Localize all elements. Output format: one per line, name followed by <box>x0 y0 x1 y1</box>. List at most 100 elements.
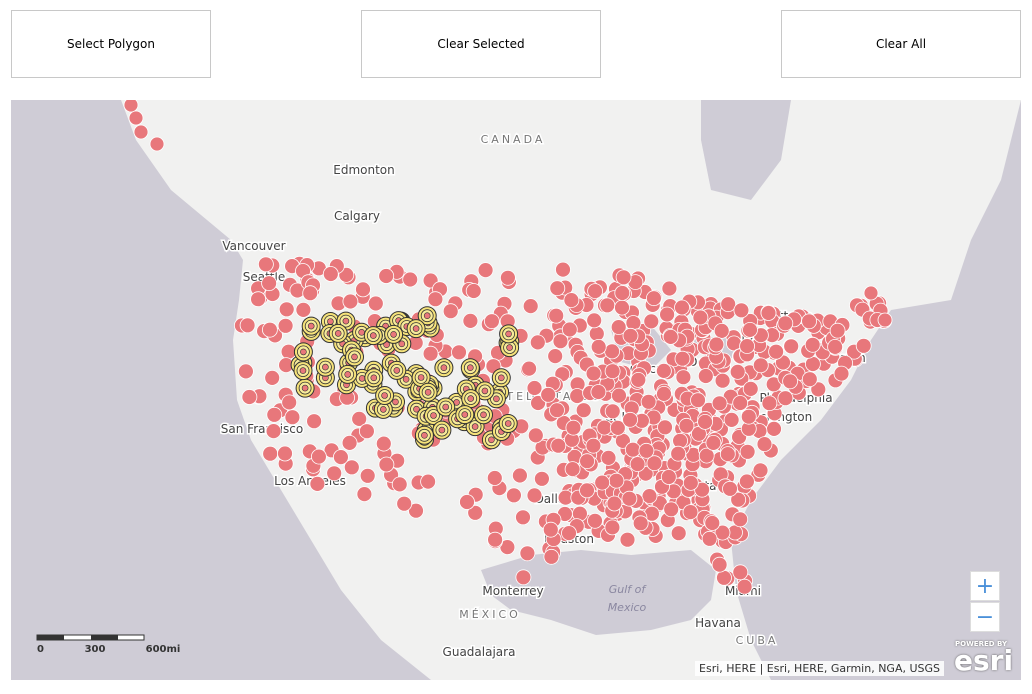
location-point <box>585 365 602 382</box>
location-point <box>640 393 657 410</box>
map[interactable]: CANADA Edmonton Calgary Vancouver Seattle San… <box>11 100 1021 680</box>
location-point <box>701 530 718 547</box>
location-point <box>670 445 687 462</box>
selected-core <box>301 384 309 392</box>
location-point <box>534 470 550 487</box>
location-point <box>451 344 467 361</box>
selected-core <box>370 374 378 382</box>
selected-core <box>506 344 513 351</box>
location-point <box>739 443 756 460</box>
water <box>11 100 1021 680</box>
location-point <box>611 387 627 404</box>
selected-core <box>342 317 350 325</box>
selected-point <box>364 368 384 388</box>
location-point <box>742 380 759 397</box>
location-point <box>621 490 638 507</box>
location-point <box>659 306 675 323</box>
zoom-out[interactable]: − <box>970 602 1000 632</box>
selected-point <box>417 306 437 326</box>
location-point <box>690 392 706 409</box>
location-point <box>408 502 424 519</box>
location-point <box>722 480 738 497</box>
location-point <box>661 280 678 297</box>
location-point <box>588 325 605 342</box>
selected-core <box>390 331 397 338</box>
select-polygon-button[interactable]: Select Polygon <box>11 10 211 78</box>
location-point <box>630 371 647 388</box>
selected-point <box>499 324 519 344</box>
location-point <box>487 531 504 548</box>
clear-selected-button[interactable]: Clear Selected <box>361 10 601 78</box>
location-point <box>604 519 621 536</box>
selected-core <box>504 420 512 427</box>
place-label: Havana <box>695 616 741 630</box>
location-point <box>522 298 539 315</box>
location-point <box>261 275 278 292</box>
location-point <box>705 434 722 451</box>
location-point <box>123 100 139 113</box>
location-point <box>590 384 607 400</box>
location-point <box>760 305 777 321</box>
selected-point <box>406 319 426 339</box>
selected-point <box>293 342 313 362</box>
location-point <box>697 368 714 384</box>
location-point <box>355 281 371 298</box>
location-point <box>723 411 740 428</box>
clear-all-button[interactable]: Clear All <box>781 10 1021 78</box>
location-point <box>309 475 326 492</box>
location-point <box>133 124 149 140</box>
location-point <box>714 372 731 389</box>
location-point <box>575 402 592 419</box>
location-point <box>646 455 663 472</box>
location-point <box>622 327 639 344</box>
selected-core <box>467 395 475 402</box>
location-point <box>128 110 144 126</box>
location-point <box>549 402 565 419</box>
location-point <box>587 512 603 529</box>
place-label: Guadalajara <box>443 645 516 659</box>
selected-core <box>430 412 437 419</box>
location-point <box>526 380 543 396</box>
location-point <box>625 441 641 458</box>
selected-core <box>351 353 358 361</box>
location-point <box>351 410 368 427</box>
location-point <box>505 487 522 504</box>
location-point <box>579 482 595 499</box>
location-point <box>609 419 626 436</box>
selected-point <box>328 323 348 343</box>
location-point <box>521 360 537 377</box>
location-point <box>486 470 503 486</box>
zoom-in[interactable]: + <box>970 571 1000 601</box>
location-point <box>656 362 672 379</box>
selected-core <box>344 371 352 378</box>
location-point <box>804 336 821 353</box>
location-point <box>358 423 375 440</box>
location-point <box>284 409 301 426</box>
location-point <box>391 476 408 493</box>
location-point <box>604 363 621 380</box>
selected-point <box>418 382 438 402</box>
selected-core <box>307 322 315 330</box>
place-label: MÉXICO <box>459 608 521 621</box>
place-label: San Francisco <box>221 422 303 436</box>
location-point <box>257 256 274 273</box>
location-point <box>732 511 749 528</box>
selected-point <box>491 368 511 388</box>
selected-core <box>327 318 334 325</box>
location-point <box>615 269 632 286</box>
location-point <box>237 363 254 380</box>
selected-core <box>334 330 342 337</box>
location-point <box>670 525 687 542</box>
location-point <box>608 472 625 489</box>
location-point <box>768 343 784 360</box>
location-point <box>713 322 730 339</box>
location-point <box>483 313 500 330</box>
location-point <box>356 486 373 503</box>
selected-core <box>497 374 505 382</box>
selected-core <box>424 388 432 396</box>
location-point <box>378 268 395 284</box>
selected-core <box>466 364 474 372</box>
selected-core <box>417 374 425 381</box>
location-point <box>632 515 649 532</box>
selected-core <box>300 348 307 356</box>
